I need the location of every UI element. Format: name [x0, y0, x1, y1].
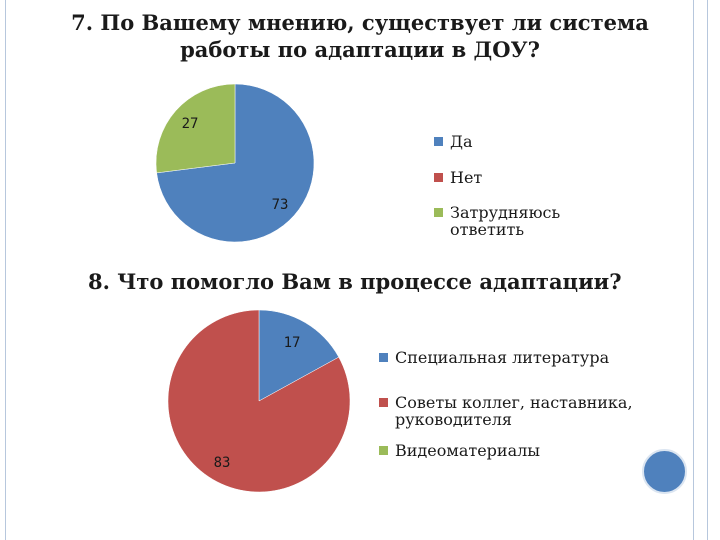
data-label-1: 17 — [284, 335, 301, 351]
legend-item: Видеоматериалы — [379, 442, 647, 459]
decorative-circle — [642, 449, 687, 494]
legend-label: Видеоматериалы — [395, 441, 541, 460]
pie-slice-3 — [155, 83, 236, 174]
legend-swatch — [379, 446, 388, 455]
legend-item: Затрудняюсь ответить — [434, 204, 560, 238]
legend-item: Советы коллег, наставника, руководителя — [379, 394, 647, 428]
chart-1-title: 7. По Вашему мнению, существует ли систе… — [71, 10, 649, 62]
legend-swatch — [434, 208, 443, 217]
legend-label: Советы коллег, наставника, руководителя — [395, 393, 633, 429]
chart-2-title: 8. Что помогло Вам в процессе адаптации? — [88, 269, 622, 294]
legend-label: Да — [450, 132, 473, 151]
data-label-2: 83 — [214, 455, 231, 471]
legend-label: Специальная литература — [395, 348, 610, 367]
legend-swatch — [379, 353, 388, 362]
legend-item: Да — [434, 133, 473, 150]
frame-line-right-2 — [707, 0, 708, 540]
legend-label: Нет — [450, 168, 483, 187]
legend-item: Нет — [434, 169, 482, 186]
pie-slice-1 — [156, 83, 315, 243]
pie-slice-2 — [167, 309, 351, 493]
frame-line-right-1 — [693, 0, 694, 540]
data-label-1: 73 — [272, 197, 289, 213]
legend-label: Затрудняюсь ответить — [450, 203, 561, 239]
legend-item: Специальная литература — [379, 349, 647, 366]
data-label-3: 27 — [182, 116, 199, 132]
frame-line-left — [5, 0, 6, 540]
pie-slice-1 — [258, 309, 340, 402]
legend-swatch — [434, 137, 443, 146]
legend-swatch — [434, 173, 443, 182]
legend-swatch — [379, 398, 388, 407]
